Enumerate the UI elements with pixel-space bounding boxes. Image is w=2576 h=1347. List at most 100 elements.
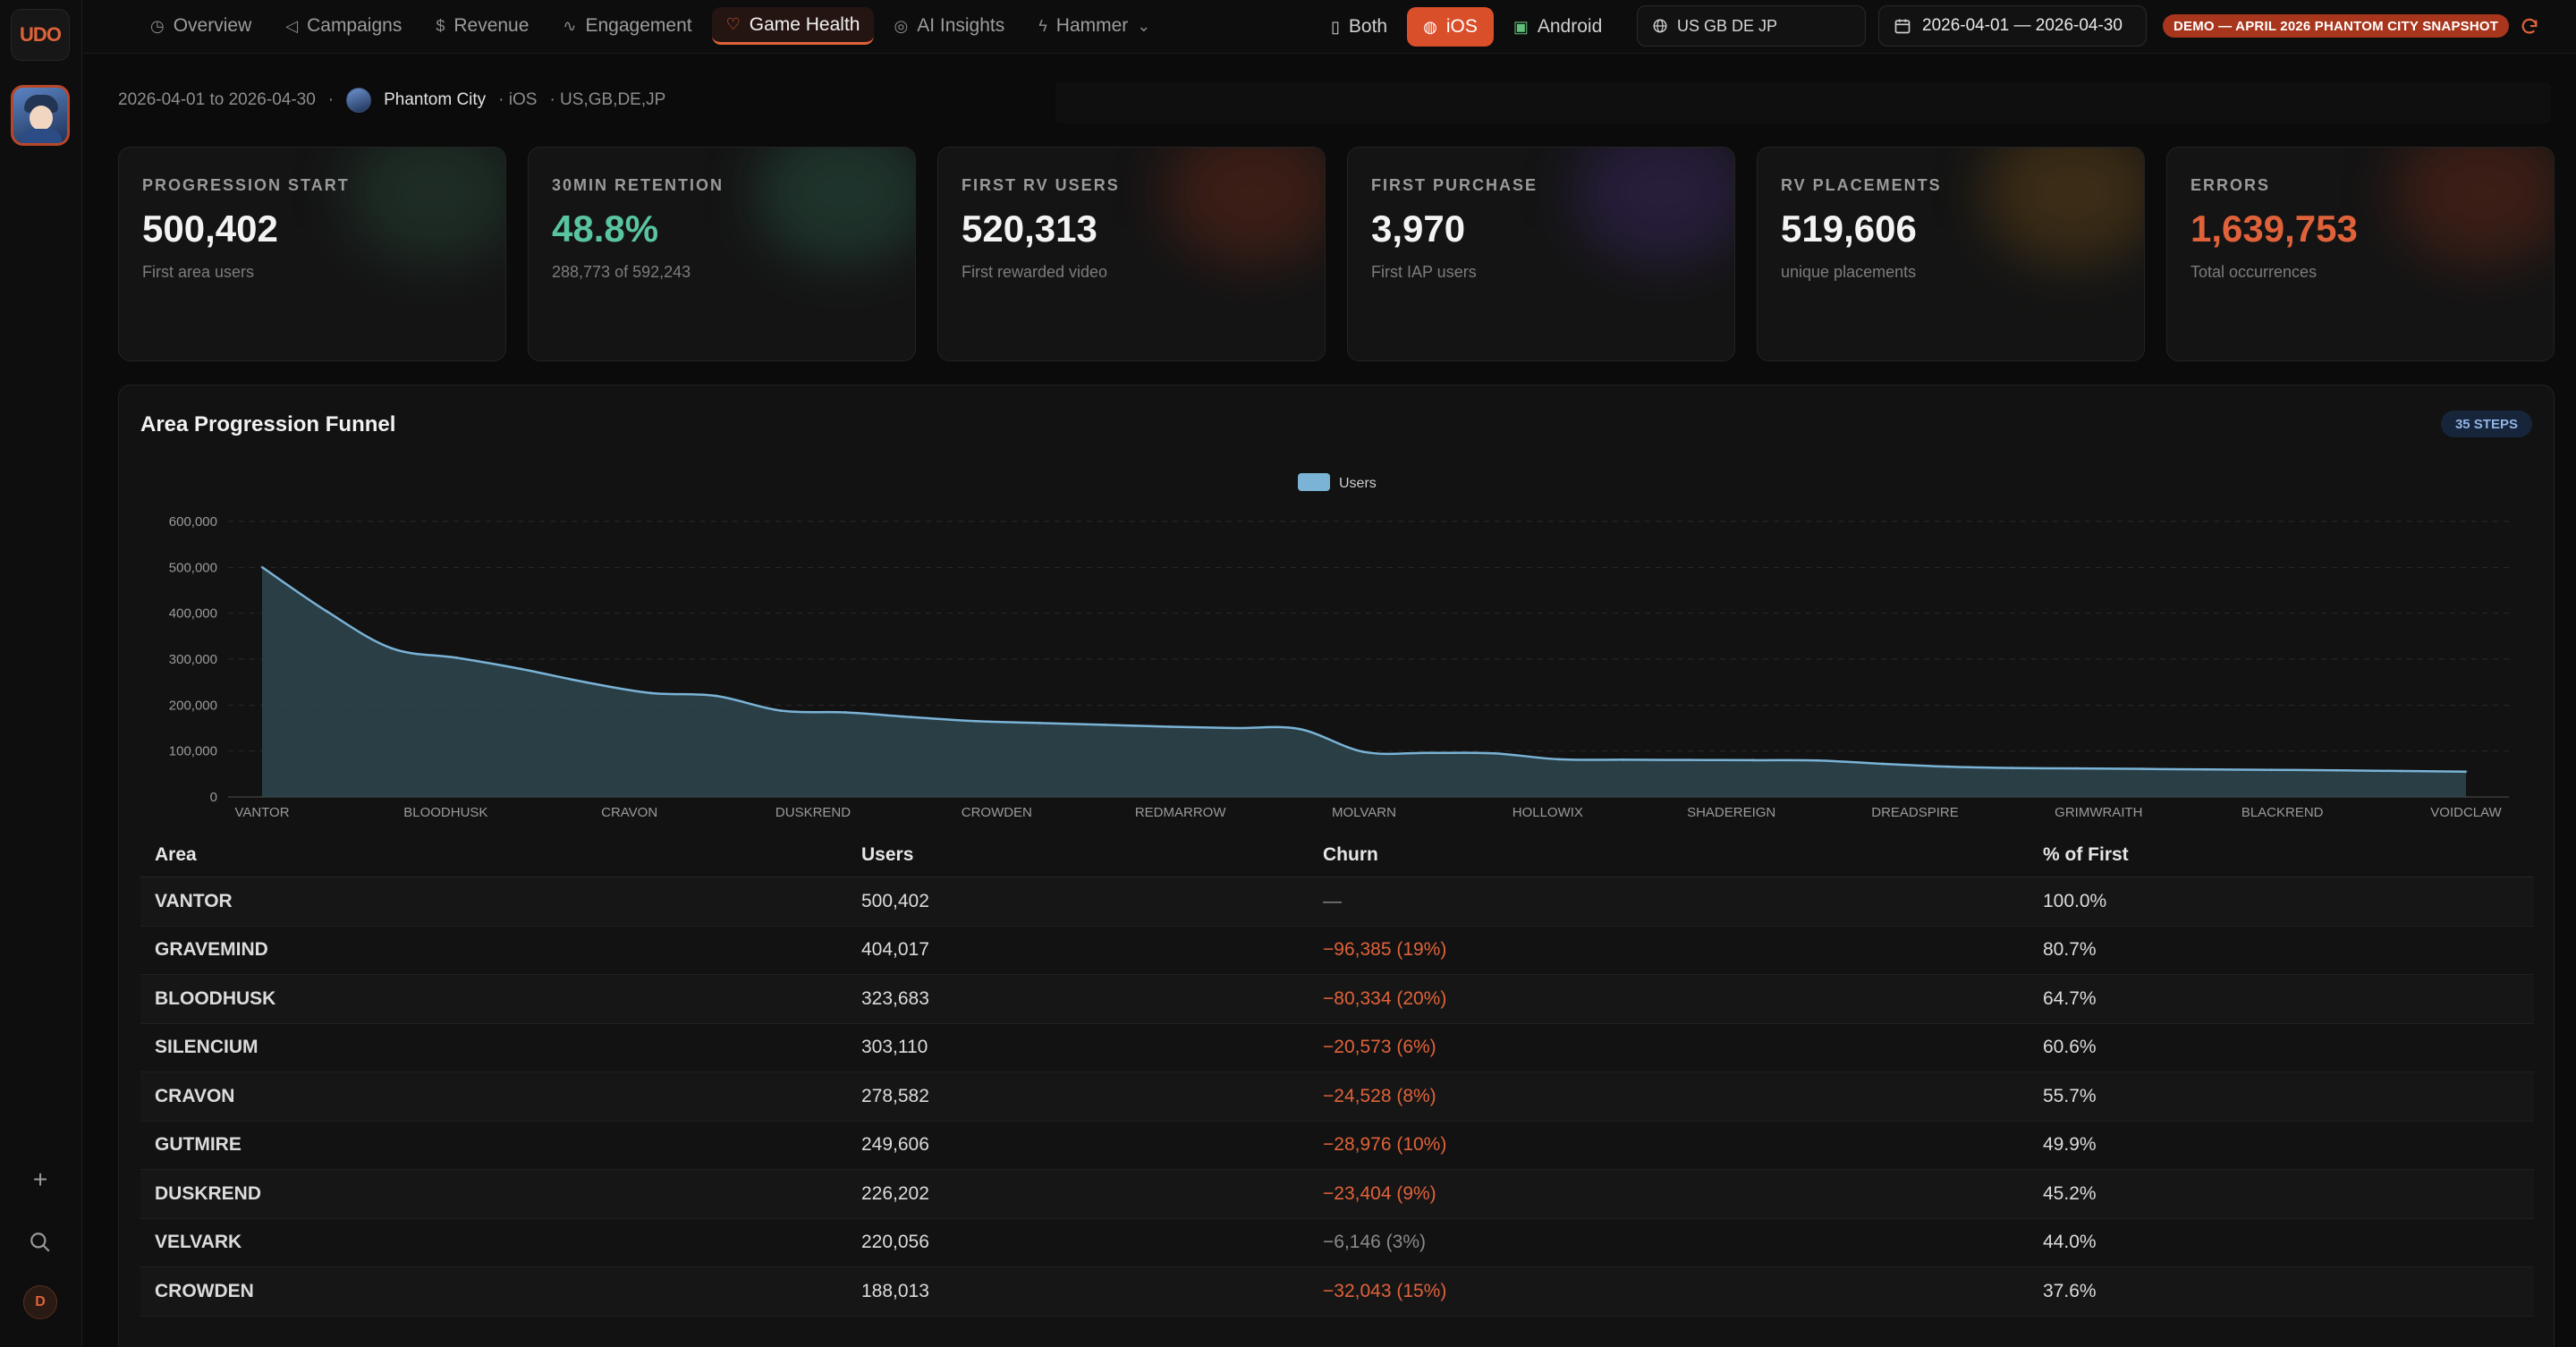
platform-both-button[interactable]: ▯ Both [1315,7,1403,47]
kpi-subtext: First rewarded video [962,263,1108,281]
cell-churn: — [1323,890,1342,911]
cell-area: CROWDEN [155,1280,254,1301]
data-point [2075,767,2079,770]
top-bar: ◷ Overview ◁ Campaigns $ Revenue ∿ Engagement ♡ G… [82,0,2576,54]
cell-pct: 45.2% [2043,1182,2097,1204]
cell-users: 249,606 [861,1134,929,1156]
cell-area: GRAVEMIND [155,939,268,961]
nav-campaigns[interactable]: ◁ Campaigns [271,7,416,45]
activity-icon: ∿ [563,16,577,35]
nav-label: Revenue [453,15,530,36]
kpi-value: 1,639,753 [2190,208,2358,250]
kpi-value: 3,970 [1371,208,1466,250]
data-point [454,656,458,659]
table-row[interactable]: GRAVEMIND 404,017 −96,385 (19%) 80.7% [140,927,2534,975]
cell-area: SILENCIUM [155,1037,258,1058]
x-tick-label: REDMARROW [1135,805,1227,820]
brain-icon: ◎ [894,16,909,35]
country-filter[interactable]: US GB DE JP [1637,5,1866,47]
y-tick-label: 600,000 [169,514,217,529]
table-row[interactable]: SILENCIUM 303,110 −20,573 (6%) 60.6% [140,1024,2534,1072]
header-churn[interactable]: Churn [1323,843,1378,865]
nav-overview[interactable]: ◷ Overview [136,7,266,45]
data-point [260,565,264,569]
table-row[interactable]: CRAVON 278,582 −24,528 (8%) 55.7% [140,1072,2534,1122]
kpi-card[interactable]: FIRST PURCHASE 3,970 First IAP users [1347,147,1735,361]
kpi-card[interactable]: PROGRESSION START 500,402 First area users [118,147,506,361]
chevron-down-icon[interactable]: ⌄ [1137,16,1151,35]
cell-churn: −96,385 (19%) [1323,939,1447,961]
data-point [779,708,783,712]
nav-ai-insights[interactable]: ◎ AI Insights [879,7,1019,45]
nav-label: Campaigns [307,15,402,36]
table-row[interactable]: VANTOR 500,402 — 100.0% [140,877,2534,927]
y-tick-label: 0 [210,790,217,805]
cell-users: 404,017 [861,939,929,961]
data-point [843,711,847,715]
country-filter-value: US GB DE JP [1677,16,1778,35]
cell-churn: −80,334 (20%) [1323,987,1447,1009]
header-users[interactable]: Users [861,843,914,865]
avatar-body [21,129,62,143]
kpi-value: 520,313 [962,208,1097,250]
cell-pct: 49.9% [2043,1134,2097,1156]
add-icon[interactable]: + [32,1165,48,1193]
nav-revenue[interactable]: $ Revenue [421,7,543,45]
data-point [1103,723,1106,726]
funnel-card: Area Progression Funnel 35 STEPS Users 60… [118,385,2555,1347]
data-point [1038,721,1042,724]
user-avatar[interactable]: D [23,1285,57,1319]
context-platform: · iOS [498,90,538,109]
game-avatar[interactable] [11,85,70,146]
kpi-card[interactable]: RV PLACEMENTS 519,606 unique placements [1757,147,2145,361]
table-row[interactable]: DUSKREND 226,202 −23,404 (9%) 45.2% [140,1170,2534,1219]
data-point [2011,767,2014,770]
nav-label: Hammer [1055,15,1129,36]
context-game[interactable]: Phantom City [384,90,487,109]
legend-swatch [1298,473,1330,491]
context-strip [1055,82,2551,123]
globe-icon [1653,19,1667,33]
header-area[interactable]: Area [155,843,197,865]
cell-churn: −24,528 (8%) [1323,1085,1436,1106]
x-tick-label: MOLVARN [1332,805,1396,820]
funnel-title: Area Progression Funnel [140,412,396,436]
left-rail: UDO + D [0,0,82,1347]
x-tick-label: VOIDCLAW [2430,805,2502,820]
date-range-picker[interactable]: 2026-04-01 — 2026-04-30 [1878,5,2147,47]
kpi-card[interactable]: FIRST RV USERS 520,313 First rewarded vide… [937,147,1326,361]
kpi-card[interactable]: ERRORS 1,639,753 Total occurrences [2166,147,2555,361]
data-point [2270,768,2274,772]
cell-pct: 100.0% [2043,890,2107,911]
kpi-card[interactable]: 30MIN RETENTION 48.8% 288,773 of 592,243 [528,147,916,361]
cell-churn: −28,976 (10%) [1323,1134,1447,1156]
platform-android-button[interactable]: ▣ Android [1497,7,1618,47]
table-row[interactable]: VELVARK 220,056 −6,146 (3%) 44.0% [140,1219,2534,1267]
cell-pct: 44.0% [2043,1232,2097,1253]
table-row[interactable]: CROWDEN 188,013 −32,043 (15%) 37.6% [140,1267,2534,1317]
nav-hammer[interactable]: ϟ Hammer ⌄ [1024,7,1165,45]
cell-pct: 55.7% [2043,1085,2097,1106]
kpi-subtext: First area users [142,263,255,281]
header-pct[interactable]: % of First [2043,843,2129,865]
table-row[interactable]: BLOODHUSK 323,683 −80,334 (20%) 64.7% [140,975,2534,1024]
table-row[interactable]: GUTMIRE 249,606 −28,976 (10%) 49.9% [140,1122,2534,1170]
data-point [1945,765,1949,768]
clock-icon: ◷ [150,16,165,35]
cell-churn: −32,043 (15%) [1323,1280,1447,1301]
data-point [2205,767,2208,771]
main-nav: ◷ Overview ◁ Campaigns $ Revenue ∿ Engagement ♡ G… [136,7,1165,45]
cell-area: DUSKREND [155,1182,262,1204]
nav-engagement[interactable]: ∿ Engagement [548,7,706,45]
cell-users: 220,056 [861,1232,929,1253]
search-icon[interactable] [23,1225,57,1259]
nav-game-health[interactable]: ♡ Game Health [711,7,875,45]
platform-ios-button[interactable]: ◍ iOS [1407,7,1494,47]
data-point [1298,727,1301,731]
refresh-icon[interactable] [2515,13,2544,41]
kpi-cards: PROGRESSION START 500,402 First area users… [118,147,2555,361]
data-point [584,681,588,684]
brand-logo[interactable]: UDO [11,9,70,61]
data-point [390,647,394,650]
kpi-label: ERRORS [2190,176,2271,194]
